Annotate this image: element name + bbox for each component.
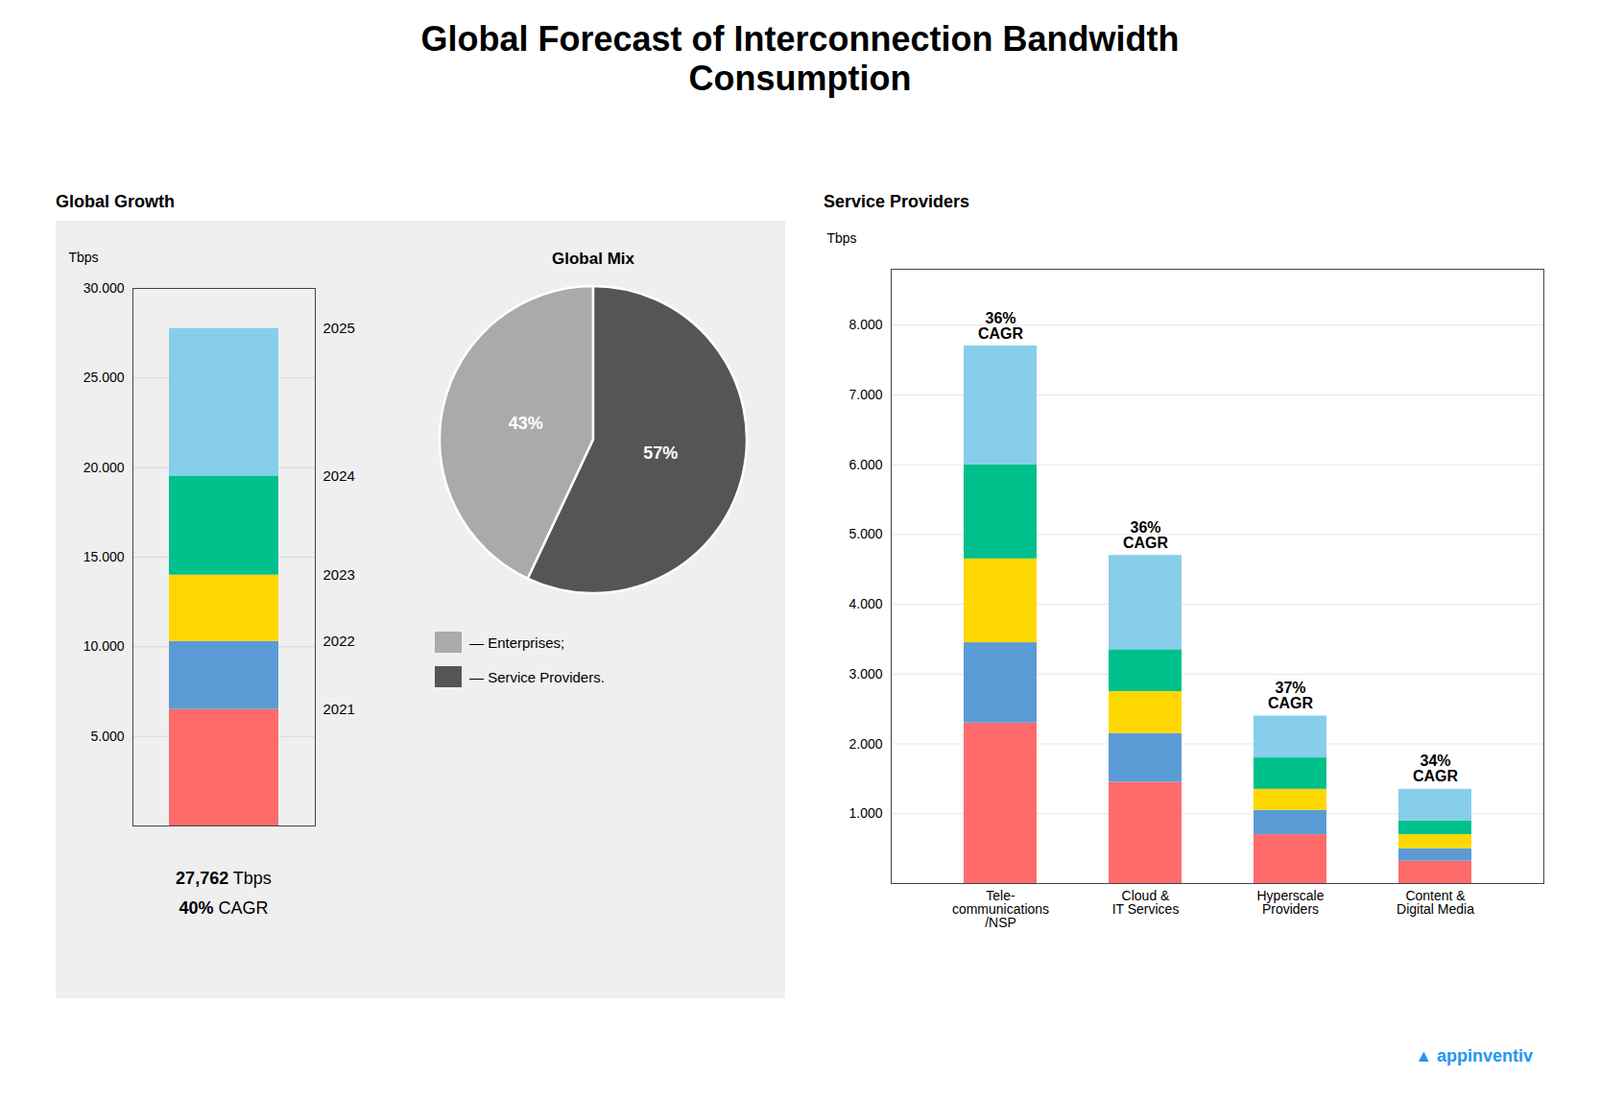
- svg-text:37%CAGR: 37%CAGR: [1267, 679, 1314, 712]
- html-text:— Enterprises;: — Enterprises;: [469, 633, 565, 651]
- svg-text:2021: 2021: [323, 700, 356, 717]
- svg-text:30.000: 30.000: [83, 280, 125, 296]
- svg-text:2.000: 2.000: [848, 736, 883, 752]
- svg-text:15.000: 15.000: [83, 549, 125, 565]
- html-text:Service Providers: Service Providers: [823, 191, 970, 212]
- svg-text:8.000: 8.000: [848, 316, 883, 333]
- svg-text:Tbps: Tbps: [69, 249, 99, 265]
- svg-text:HyperscaleProviders: HyperscaleProviders: [1256, 887, 1324, 917]
- svg-text:57%: 57%: [643, 443, 678, 463]
- html-text:— Service Providers.: — Service Providers.: [469, 668, 605, 685]
- svg-text:1.000: 1.000: [848, 805, 883, 821]
- svg-text:3.000: 3.000: [848, 666, 883, 682]
- svg-text:2023: 2023: [323, 566, 356, 583]
- html-text:27,762 Tbps: 27,762 Tbps: [175, 868, 272, 888]
- svg-text:Content &Digital Media: Content &Digital Media: [1396, 887, 1475, 917]
- svg-text:10.000: 10.000: [83, 638, 125, 654]
- svg-text:2024: 2024: [323, 467, 356, 484]
- svg-text:5.000: 5.000: [90, 728, 124, 744]
- svg-text:20.000: 20.000: [83, 459, 125, 476]
- svg-text:Tbps: Tbps: [827, 230, 858, 246]
- html-text:40% CAGR: 40% CAGR: [179, 898, 269, 918]
- html-text:Global Forecast of Interconnec: Global Forecast of Interconnection Bandw…: [420, 19, 1180, 99]
- svg-text:36%CAGR: 36%CAGR: [1122, 519, 1170, 551]
- svg-text:5.000: 5.000: [848, 525, 883, 542]
- svg-text:34%CAGR: 34%CAGR: [1412, 752, 1459, 785]
- svg-text:Cloud &IT Services: Cloud &IT Services: [1112, 887, 1180, 917]
- svg-text:6.000: 6.000: [848, 456, 883, 473]
- svg-text:2025: 2025: [323, 319, 356, 336]
- svg-text:2022: 2022: [323, 632, 356, 649]
- svg-text:7.000: 7.000: [848, 386, 883, 403]
- svg-text:Tele-communications/NSP: Tele-communications/NSP: [952, 887, 1050, 931]
- html-text:Global Growth: Global Growth: [55, 191, 175, 212]
- html-text:Global Mix: Global Mix: [551, 249, 635, 268]
- svg-text:43%: 43%: [508, 413, 544, 433]
- svg-text:25.000: 25.000: [83, 369, 125, 385]
- svg-text:36%CAGR: 36%CAGR: [978, 310, 1025, 342]
- svg-text:4.000: 4.000: [848, 596, 883, 612]
- html-text:▲ appinventiv: ▲ appinventiv: [1414, 1046, 1533, 1066]
